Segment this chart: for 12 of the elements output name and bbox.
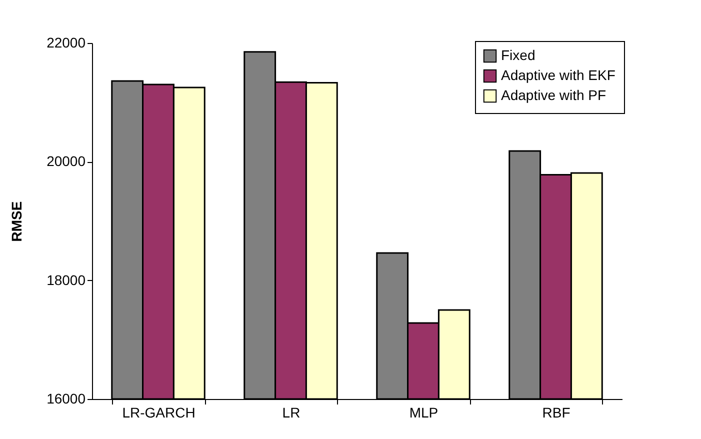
legend-label: Adaptive with PF — [501, 87, 606, 103]
legend-label: Adaptive with EKF — [501, 67, 616, 83]
y-tick-label: 16000 — [46, 390, 86, 406]
y-tick-label: 20000 — [46, 153, 86, 170]
y-axis-title: RMSE — [8, 201, 25, 242]
x-tick-label: MLP — [409, 404, 438, 420]
x-tick-label: LR-GARCH — [122, 404, 196, 420]
y-tick-label: 22000 — [46, 34, 86, 50]
y-tick-label: 18000 — [46, 272, 86, 288]
legend-label: Fixed — [501, 47, 536, 63]
x-tick-label: RBF — [542, 404, 570, 420]
x-tick-label: LR — [282, 404, 300, 420]
